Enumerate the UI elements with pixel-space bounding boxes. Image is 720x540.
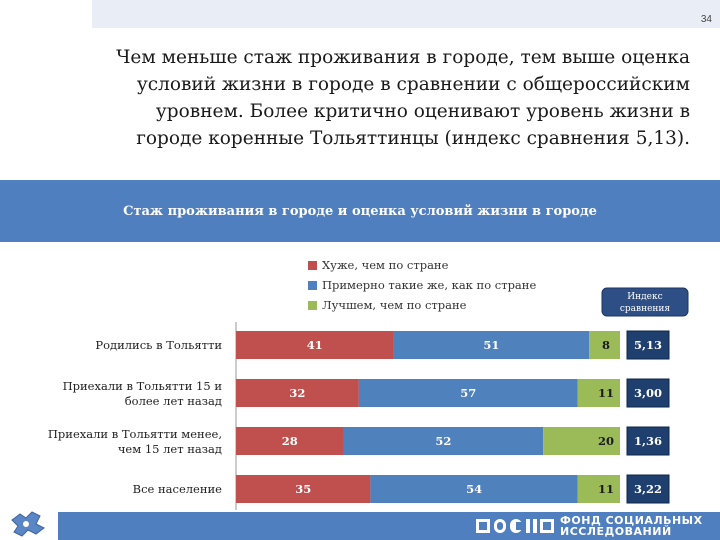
bar-value-label: 20	[598, 434, 614, 448]
legend-swatch	[308, 281, 317, 290]
index-box	[626, 378, 670, 408]
slide-headline: Чем меньше стаж проживания в городе, тем…	[50, 44, 690, 152]
bar-segment	[236, 331, 394, 359]
bar-segment	[543, 427, 620, 455]
legend-label: Хуже, чем по стране	[322, 258, 449, 272]
bar-value-label: 8	[602, 338, 610, 352]
bar-value-label: 32	[289, 386, 305, 400]
bar-value-label: 57	[460, 386, 476, 400]
legend-swatch	[308, 301, 317, 310]
bar-segment	[343, 427, 544, 455]
bar-segment	[236, 475, 371, 503]
index-value: 5,13	[634, 338, 662, 352]
bar-value-label: 28	[282, 434, 298, 448]
fso-emblem-icon	[476, 519, 554, 533]
category-label: Родились в Тольятти	[95, 338, 222, 352]
index-box	[626, 474, 670, 504]
legend-label: Примерно такие же, как по странe	[322, 278, 536, 292]
category-label: чем 15 лет назад	[118, 442, 222, 456]
headline-line: городе коренные Тольяттинцы (индекс срав…	[136, 128, 690, 149]
index-box	[626, 426, 670, 456]
legend-swatch	[308, 261, 317, 270]
bar-segment	[358, 379, 578, 407]
index-header-box	[601, 287, 689, 317]
bar-value-label: 41	[307, 338, 323, 352]
index-header-label: Индекс	[627, 292, 662, 302]
category-label: более лет назад	[125, 394, 222, 408]
org-name-line: ФОНД СОЦИАЛЬНЫХ	[560, 514, 703, 527]
bar-value-label: 52	[435, 434, 451, 448]
page-number: 34	[700, 14, 712, 25]
bar-segment	[370, 475, 578, 503]
org-logo: ФОНД СОЦИАЛЬНЫХ ИССЛЕДОВАНИЙ	[476, 512, 703, 540]
index-header-label: сравнения	[620, 304, 671, 314]
bar-segment	[577, 475, 620, 503]
legend-label: Лучшем, чем по стране	[322, 298, 467, 312]
title-band	[0, 180, 720, 242]
bar-value-label: 35	[295, 482, 311, 496]
headline-line: Чем меньше стаж проживания в городе, тем…	[116, 47, 690, 68]
puzzle-logo-icon	[11, 511, 45, 537]
bar-segment	[236, 427, 344, 455]
bar-value-label: 11	[598, 386, 614, 400]
index-box	[626, 330, 670, 360]
bar-segment	[577, 379, 620, 407]
headline-line: условий жизни в городе в сравнении с общ…	[136, 74, 690, 95]
bar-segment	[589, 331, 620, 359]
top-bar-accent	[0, 0, 92, 28]
org-name-line: ИССЛЕДОВАНИЙ	[560, 525, 672, 538]
bar-value-label: 51	[483, 338, 499, 352]
stacked-bar-chart: Хуже, чем по стране Примерно такие же, ка…	[48, 258, 689, 510]
index-value: 3,00	[634, 386, 662, 400]
index-value: 1,36	[634, 434, 662, 448]
chart-title: Стаж проживания в городе и оценка услови…	[123, 204, 597, 219]
index-value: 3,22	[634, 482, 662, 496]
bar-value-label: 54	[466, 482, 482, 496]
category-label: Приехали в Тольятти менее,	[48, 427, 222, 441]
bar-value-label: 11	[598, 482, 614, 496]
footer-bar	[58, 512, 720, 540]
top-bar	[92, 0, 720, 28]
bar-segment	[393, 331, 590, 359]
category-label: Все население	[133, 482, 223, 496]
category-label: Приехали в Тольятти 15 и	[63, 379, 223, 393]
headline-line: уровнем. Более критично оценивают уровен…	[155, 101, 690, 122]
bar-segment	[236, 379, 359, 407]
